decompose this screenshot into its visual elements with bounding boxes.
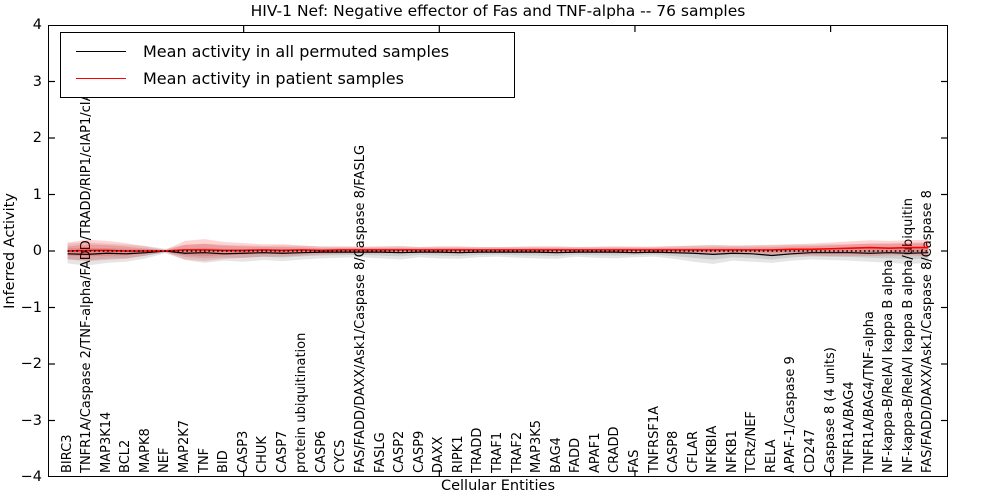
y-tick-label: −1: [20, 299, 42, 316]
legend-line-patient: [76, 78, 126, 80]
legend-line-permuted: [76, 50, 126, 52]
permuted-band-outer: [67, 242, 929, 266]
y-tick-label: −2: [20, 356, 42, 372]
legend-box: Mean activity in all permuted samples Me…: [60, 32, 515, 98]
y-tick-label: 4: [32, 17, 42, 33]
y-tick-label: −4: [20, 469, 42, 485]
legend-item-patient: Mean activity in patient samples: [61, 69, 514, 88]
x-axis-label: Cellular Entities: [440, 478, 556, 494]
y-tick-label: 3: [32, 73, 42, 90]
legend-label-permuted: Mean activity in all permuted samples: [143, 41, 450, 61]
y-tick-label: 2: [32, 130, 42, 146]
y-tick-label: −3: [20, 412, 42, 429]
chart-title: HIV-1 Nef: Negative effector of Fas and …: [250, 2, 746, 20]
permuted-mean-line: [67, 250, 929, 257]
legend-label-patient: Mean activity in patient samples: [143, 69, 404, 89]
plot-canvas: [48, 25, 948, 477]
y-tick-label: 0: [32, 243, 42, 259]
patient-mean-line: [67, 246, 929, 252]
y-tick-label: 1: [32, 186, 42, 203]
legend-item-permuted: Mean activity in all permuted samples: [61, 42, 514, 61]
